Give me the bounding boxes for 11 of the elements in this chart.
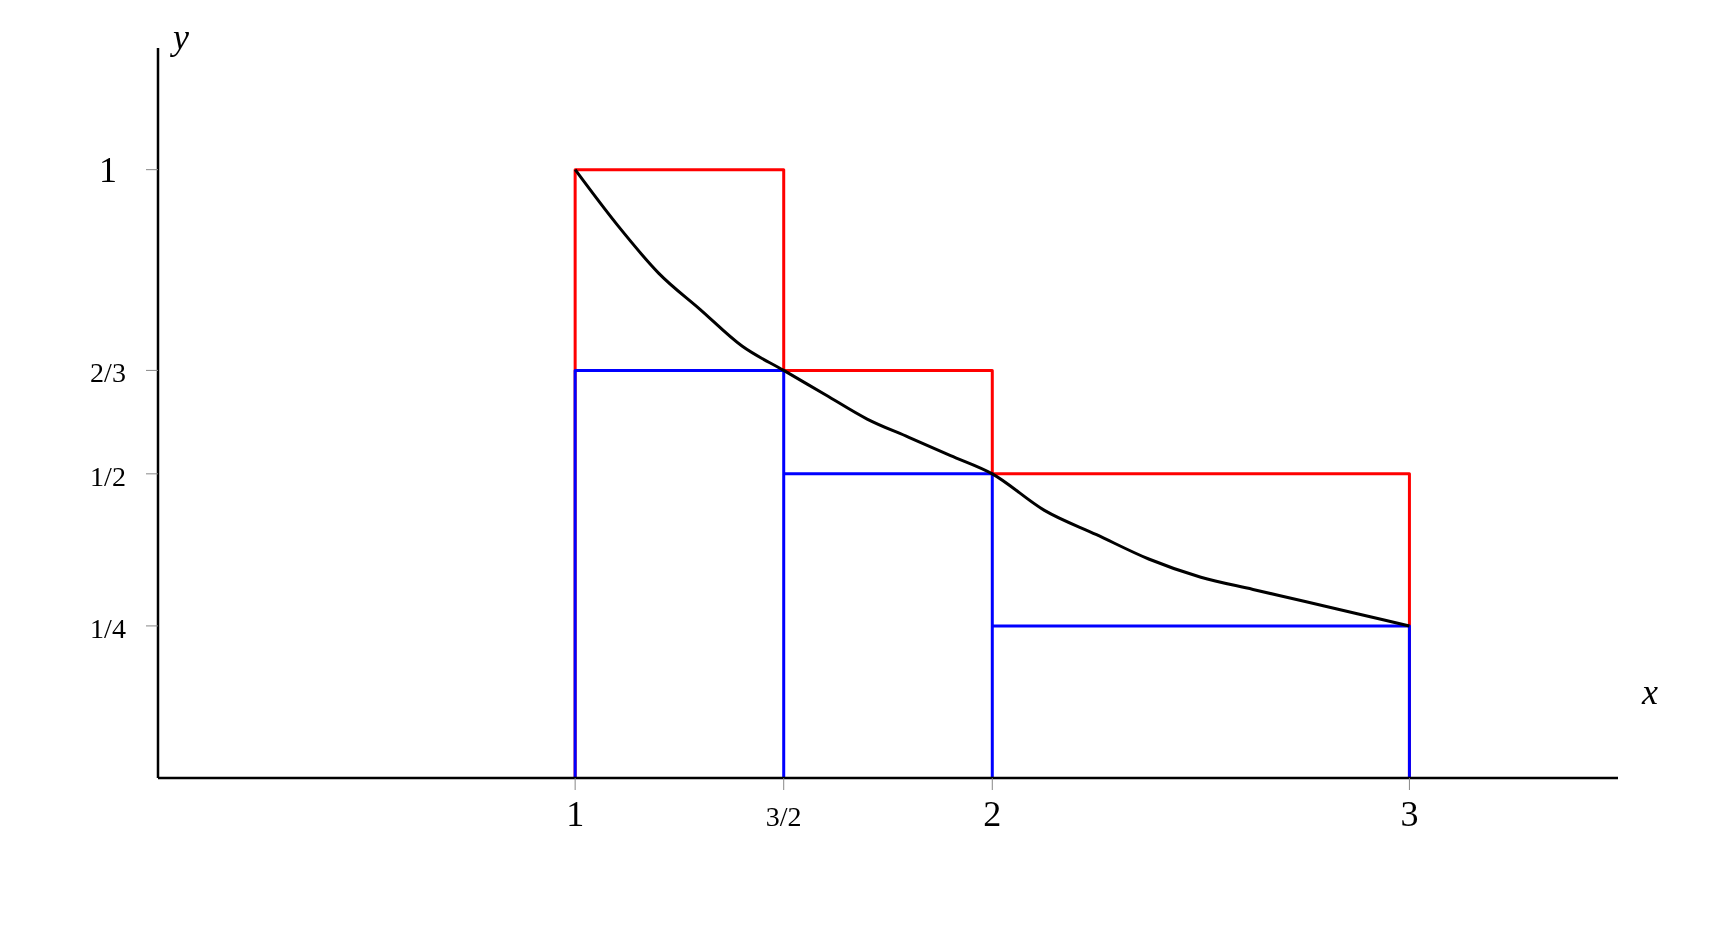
y-axis-title: y [170,16,189,57]
y-tick-label: 1/4 [90,612,126,644]
y-tick-label: 1 [99,149,117,190]
x-tick-label: 1 [566,794,585,834]
x-tick-label: 3 [1400,794,1419,834]
x-axis-title: x [1641,671,1659,712]
y-tick-label: 1/2 [90,460,126,492]
x-tick-label: 2 [983,794,1002,834]
x-tick-label: 3/2 [765,801,802,832]
line-series [573,168,1411,628]
y-tick-label: 2/3 [90,357,126,389]
